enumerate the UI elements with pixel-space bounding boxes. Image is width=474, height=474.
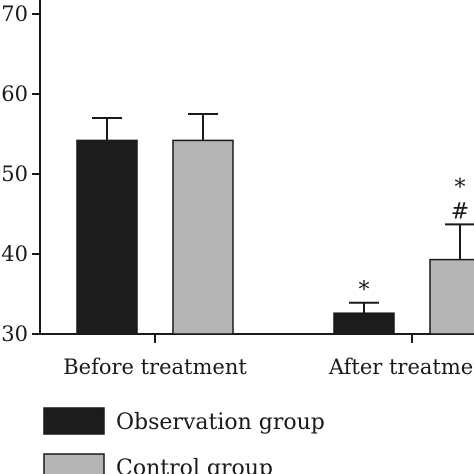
y-tick-label: 50 [1, 162, 28, 186]
x-tick-label: After treatment [328, 355, 474, 379]
bar [76, 139, 138, 335]
bar [333, 312, 395, 335]
significance-annotation: * [455, 175, 466, 200]
y-tick-label: 60 [1, 82, 28, 106]
significance-annotation: * [359, 278, 370, 303]
significance-annotation: # [451, 199, 469, 224]
y-axis: 30 40 50 60 70 [1, 0, 41, 346]
legend-swatch [43, 453, 105, 474]
y-tick-label: 70 [1, 2, 28, 26]
y-tick-label: 40 [1, 242, 28, 266]
y-tick-group: 30 40 50 60 70 [1, 2, 40, 346]
legend-label: Observation group [116, 410, 325, 435]
legend: Observation group Control group [43, 407, 325, 474]
bar [172, 139, 234, 335]
bar [429, 258, 474, 335]
x-tick-group: Before treatment After treatment [63, 334, 474, 379]
x-axis: Before treatment After treatment [40, 333, 474, 379]
legend-label: Control group [116, 456, 273, 474]
plot-area: **# [76, 113, 474, 335]
x-tick-label: Before treatment [63, 355, 247, 379]
y-tick-label: 30 [1, 322, 28, 346]
legend-swatch [43, 407, 105, 435]
